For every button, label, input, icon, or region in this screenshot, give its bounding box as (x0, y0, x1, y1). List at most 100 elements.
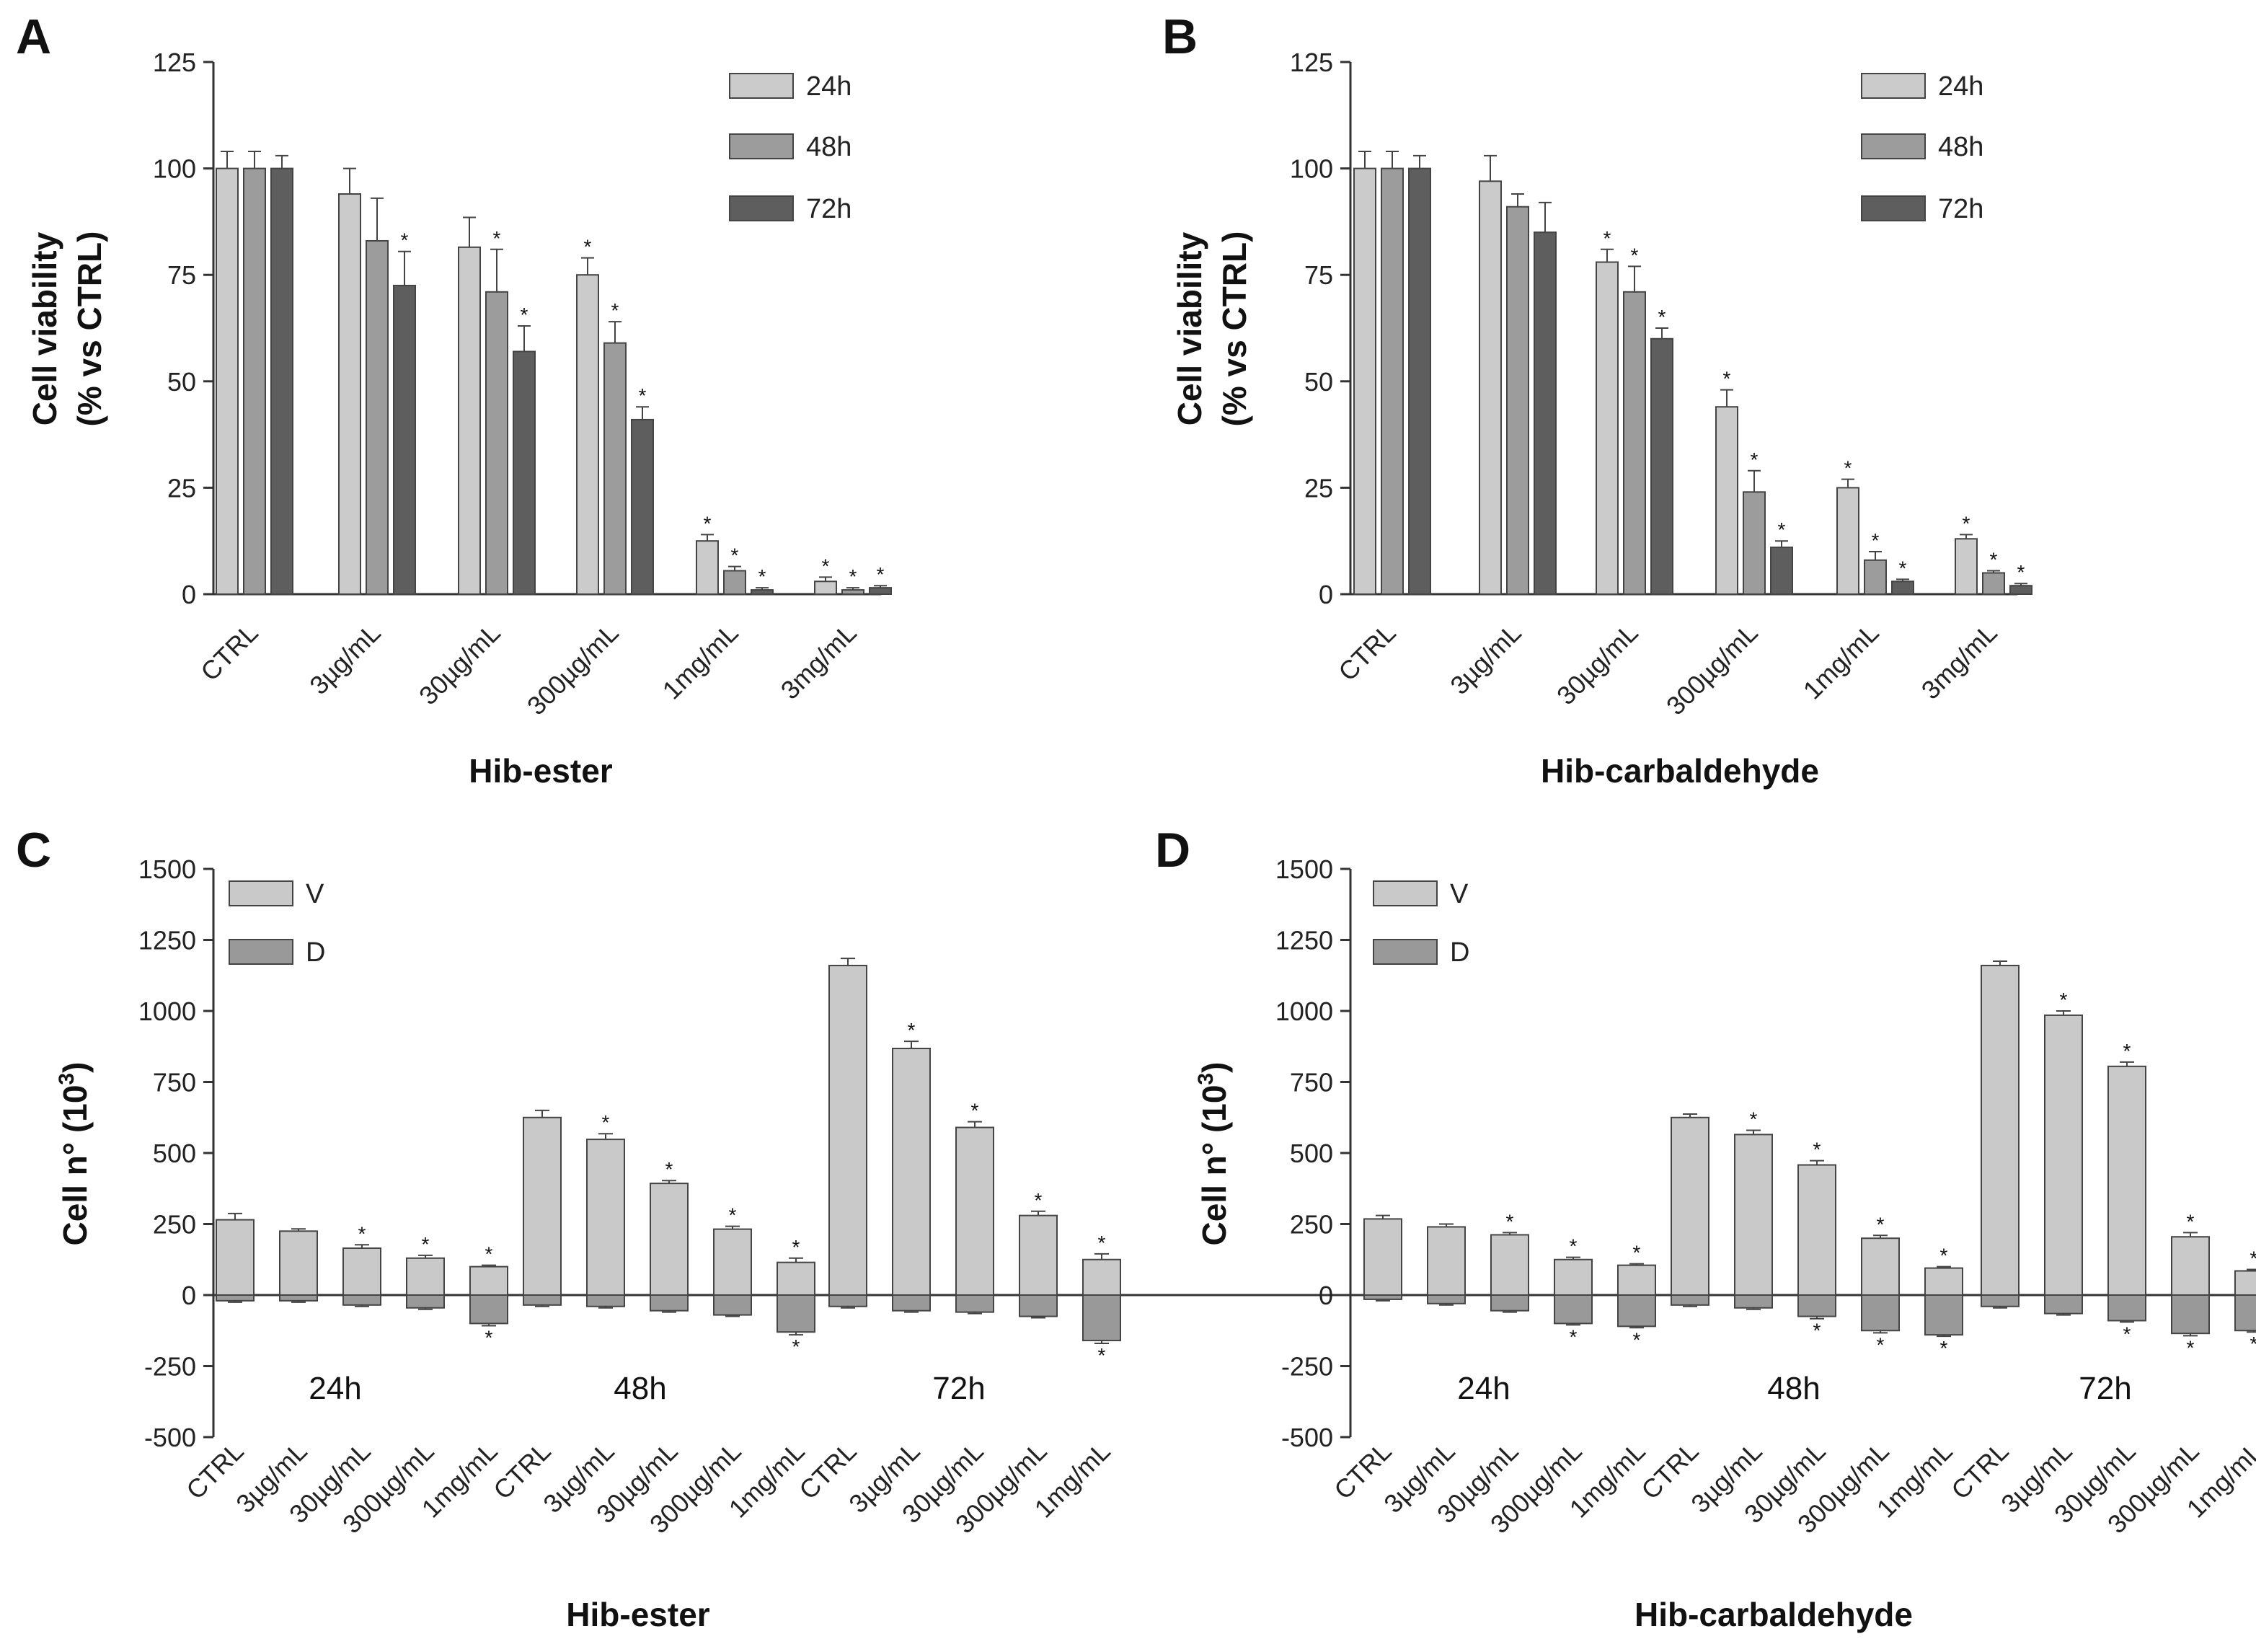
group-label: 48h (614, 1371, 666, 1406)
significance-star: * (2187, 1336, 2195, 1359)
bar-V (1671, 1116, 1709, 1296)
bar-V (2044, 1014, 2083, 1297)
significance-star: * (1633, 1242, 1641, 1264)
bar-D (2044, 1294, 2083, 1315)
bar-24h (216, 167, 239, 596)
bar-V (1082, 1258, 1121, 1296)
significance-star: * (758, 565, 766, 588)
y-tick-label: 125 (153, 48, 196, 77)
y-tick-label: 0 (1319, 580, 1333, 609)
significance-star: * (602, 1111, 610, 1134)
bar-72h (2009, 585, 2032, 596)
y-tick-label: -500 (1281, 1423, 1333, 1452)
legend-swatch-72h (1861, 195, 1926, 221)
category-label: 1mg/mL (1797, 618, 1885, 705)
bar-V (523, 1116, 562, 1296)
significance-star: * (877, 563, 885, 586)
bar-V (1363, 1218, 1402, 1296)
legend-swatch-48h (1861, 133, 1926, 159)
significance-star: * (485, 1243, 493, 1265)
bar-D (1981, 1294, 2020, 1307)
category-label: 300µg/mL (521, 618, 624, 721)
y-tick-label: 500 (1290, 1139, 1333, 1168)
bar-V (342, 1247, 381, 1296)
y-tick-label: 1000 (138, 997, 196, 1026)
significance-star: * (422, 1233, 430, 1255)
bar-D (1617, 1294, 1656, 1328)
y-tick-label: 250 (1290, 1210, 1333, 1240)
significance-star: * (1778, 518, 1786, 541)
bar-24h (338, 193, 361, 595)
y-tick-label: 1500 (1275, 854, 1333, 884)
bar-D (777, 1294, 815, 1333)
bar-72h (270, 167, 293, 596)
bar-24h (814, 580, 837, 596)
significance-star: * (1844, 457, 1852, 480)
x-axis-label: Hib-ester (566, 1596, 709, 1633)
y-tick-label: -250 (144, 1352, 196, 1382)
significance-star: * (1506, 1210, 1514, 1232)
bar-D (216, 1294, 255, 1302)
significance-star: * (2250, 1333, 2256, 1355)
group-label: 72h (2079, 1371, 2131, 1406)
significance-star: * (1723, 368, 1731, 390)
panel-d: D -500 -250 0 250 500 750 1000 1250 1500 Cell n° (… (1155, 823, 2256, 1633)
bar-72h (751, 589, 774, 596)
group-label: 24h (1457, 1371, 1510, 1406)
y-tick-label: -250 (1281, 1352, 1333, 1382)
significance-star: * (1570, 1235, 1578, 1258)
y-tick-label: 50 (1304, 367, 1333, 397)
panel-b: B 0 25 50 75 100 125 Cell viability (% vs CTRL) C… (1162, 9, 2032, 790)
bar-D (406, 1294, 445, 1309)
bar-24h (696, 540, 719, 596)
significance-star: * (493, 227, 501, 249)
bar-V (1797, 1164, 1836, 1296)
significance-star: * (1813, 1320, 1821, 1342)
bar-V (777, 1261, 815, 1296)
bar-D (1082, 1294, 1121, 1342)
bar-V (586, 1139, 625, 1297)
x-axis-label: Hib-carbaldehyde (1635, 1596, 1913, 1633)
category-label: 3µg/mL (304, 618, 386, 700)
significance-star: * (358, 1222, 366, 1245)
category-label: 3mg/mL (1916, 618, 2003, 705)
y-tick-label: 0 (1319, 1281, 1333, 1310)
legend-label: 72h (806, 194, 851, 224)
legend-swatch-D (1373, 939, 1438, 965)
bar-D (1734, 1294, 1773, 1309)
significance-star: * (1035, 1189, 1043, 1211)
bar-72h (1534, 231, 1557, 595)
panel-letter: D (1155, 823, 1190, 878)
bar-V (1427, 1226, 1466, 1296)
bar-D (1797, 1294, 1836, 1317)
bar-48h (1864, 559, 1887, 596)
legend-swatch-48h (729, 133, 794, 159)
legend-label: D (1450, 937, 1469, 968)
bar-V (2107, 1065, 2146, 1296)
bar-V (1861, 1237, 1900, 1296)
y-tick-label: 1500 (138, 854, 196, 884)
bar-D (2171, 1294, 2210, 1335)
bar-D (650, 1294, 689, 1312)
significance-star: * (485, 1327, 493, 1349)
bar-D (2107, 1294, 2146, 1322)
bar-D (1363, 1294, 1402, 1300)
significance-star: * (584, 236, 592, 258)
bar-D (1861, 1294, 1900, 1332)
bar-48h (366, 239, 389, 595)
bar-72h (513, 350, 536, 595)
y-tick-label: 750 (1290, 1068, 1333, 1097)
y-tick-label: 1250 (1275, 926, 1333, 955)
bar-24h (576, 274, 599, 595)
y-tick-label: 1250 (138, 926, 196, 955)
significance-star: * (731, 544, 739, 567)
significance-star: * (729, 1204, 737, 1227)
bar-D (523, 1294, 562, 1306)
significance-star: * (1098, 1232, 1106, 1254)
significance-star: * (908, 1019, 916, 1041)
legend-label: V (1450, 879, 1469, 909)
bar-D (955, 1294, 994, 1313)
significance-star: * (1990, 549, 1998, 571)
bar-24h (1836, 487, 1859, 596)
